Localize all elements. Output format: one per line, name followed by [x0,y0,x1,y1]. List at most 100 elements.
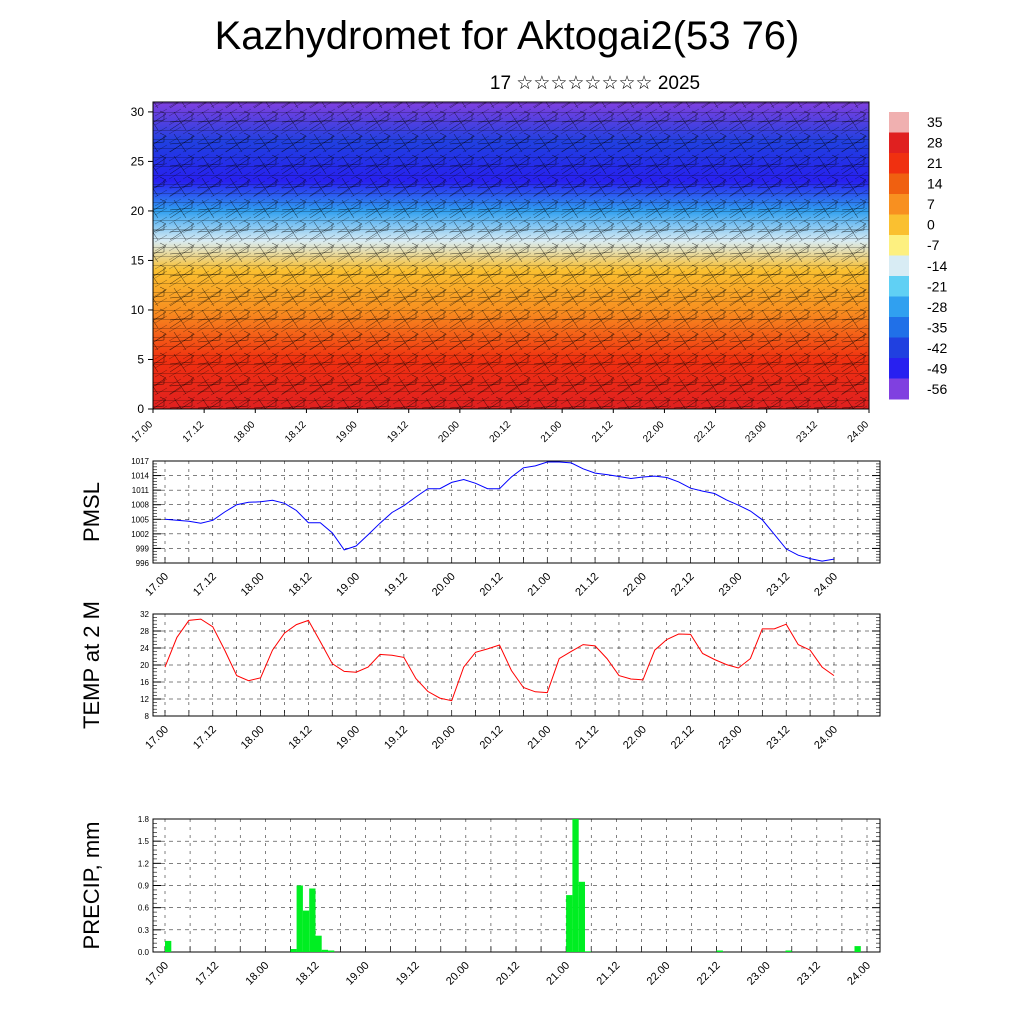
colorbar-swatch [889,132,909,154]
x-tick-label: 18.12 [294,960,322,988]
x-tick-label: 21.00 [525,571,553,599]
precip-bar [584,951,592,952]
pmsl-series-line [164,461,835,562]
x-tick-label: 19.00 [334,419,360,445]
y-axis-label: PMSL [79,482,104,542]
x-tick-label: 17.12 [193,960,221,988]
precip-bar [296,885,303,952]
x-tick-label: 18.00 [239,571,267,599]
x-tick-label: 19.00 [334,724,362,752]
y-tick-label: 1.8 [138,815,150,824]
y-tick-label: 0.3 [138,926,150,935]
colorbar-label: 14 [927,176,943,192]
x-tick-label: 20.00 [430,571,458,599]
colorbar-label: 28 [927,135,943,151]
colorbar-label: -28 [927,299,947,315]
colorbar-label: 7 [927,196,935,212]
colorbar-swatch [889,378,909,400]
y-tick-label: 20 [140,661,149,670]
x-tick-label: 21.00 [544,960,572,988]
x-tick-label: 17.12 [191,724,219,752]
y-tick-label: 1008 [131,501,149,510]
colorbar-swatch [889,112,909,133]
colorbar-swatch [889,255,909,277]
x-tick-label: 21.12 [573,724,601,752]
x-tick-label: 22.12 [692,419,718,445]
x-tick-label: 20.00 [437,419,463,445]
x-tick-label: 21.12 [590,419,616,445]
pmsl-panel: 996 999 1002 1005 1008 1011 1014 1017 17.00 17.12… [79,457,881,599]
x-tick-label: 18.12 [283,419,309,445]
x-tick-label: 23.12 [764,724,792,752]
x-tick-label: 23.12 [764,571,792,599]
y-tick-label: 1011 [132,486,150,495]
x-tick-label: 19.12 [382,571,410,599]
chart-title: Kazhydromet for Aktogai2(53 76) [214,14,800,58]
colorbar-label: -7 [927,237,940,253]
x-tick-label: 18.12 [287,571,315,599]
x-tick-label: 24.00 [846,419,872,445]
y-tick-label: 1014 [131,472,149,481]
colorbar-label: -21 [927,278,947,294]
temp2m-series-line [164,618,835,702]
y-axis-label: TEMP at 2 M [79,601,104,729]
y-tick-label: 10 [131,303,145,317]
colorbar-swatch [889,235,909,256]
x-tick-label: 20.12 [488,419,514,445]
precip-bar [321,949,328,952]
y-tick-label: 1005 [131,515,149,524]
precip-bar [578,881,585,952]
y-tick-label: 0.9 [138,882,150,891]
y-tick-label: 1.5 [138,837,150,846]
colorbar-swatch [889,194,909,215]
x-tick-label: 21.00 [525,724,553,752]
x-tick-label: 21.00 [539,419,565,445]
x-tick-label: 20.12 [494,960,522,988]
x-tick-label: 19.00 [334,571,362,599]
colorbar-swatch [889,153,909,174]
colorbar-swatch [889,317,909,338]
x-tick-label: 19.12 [394,960,422,988]
x-tick-label: 23.00 [743,419,769,445]
x-tick-label: 22.12 [669,571,697,599]
y-tick-label: 20 [131,204,145,218]
colorbar-swatch [889,337,909,359]
chart-subtitle: 17 ☆☆☆☆☆☆☆☆ 2025 [489,73,701,94]
x-tick-label: 24.00 [845,960,873,988]
y-tick-label: 0 [137,402,144,416]
x-tick-label: 18.00 [243,960,271,988]
colorbar: 35 28 21 14 7 0 -7 -14 -21 -28 -35 -42 -49 -56 [889,112,947,400]
precip-bar [785,950,792,952]
x-tick-label: 22.00 [645,960,673,988]
x-tick-label: 22.00 [641,419,667,445]
precip-bar [165,940,172,952]
y-tick-label: 24 [140,644,149,653]
y-tick-label: 996 [136,559,150,568]
colorbar-swatch [889,358,909,379]
colorbar-swatch [889,214,909,236]
colorbar-swatch [889,296,909,318]
x-tick-label: 19.12 [382,724,410,752]
x-tick-label: 22.12 [695,960,723,988]
x-tick-label: 22.12 [669,724,697,752]
precip-bar [572,819,579,952]
x-tick-label: 23.12 [795,960,823,988]
y-tick-label: 1017 [131,457,149,466]
precip-bar [854,946,861,952]
colorbar-label: -14 [927,258,947,274]
precip-panel: 0.0 0.3 0.6 0.9 1.2 1.5 1.8 17.00 17.12 18.00 18.1… [79,815,881,988]
y-tick-label: 0.6 [138,904,150,913]
y-tick-label: 8 [145,712,150,721]
colorbar-swatch [889,276,909,297]
y-tick-label: 0.0 [138,948,150,957]
precip-bar [716,950,723,952]
cross-section-panel: 0 5 10 15 20 25 30 17.00 17.12 18.00 18.12 19.00 19.… [130,101,872,445]
plot-frame [152,460,881,564]
x-tick-label: 17.00 [143,571,171,599]
x-tick-label: 17.12 [181,419,207,445]
y-tick-label: 12 [140,695,149,704]
precip-bar [302,910,310,952]
colorbar-swatch [889,173,909,195]
y-tick-label: 16 [140,678,149,687]
